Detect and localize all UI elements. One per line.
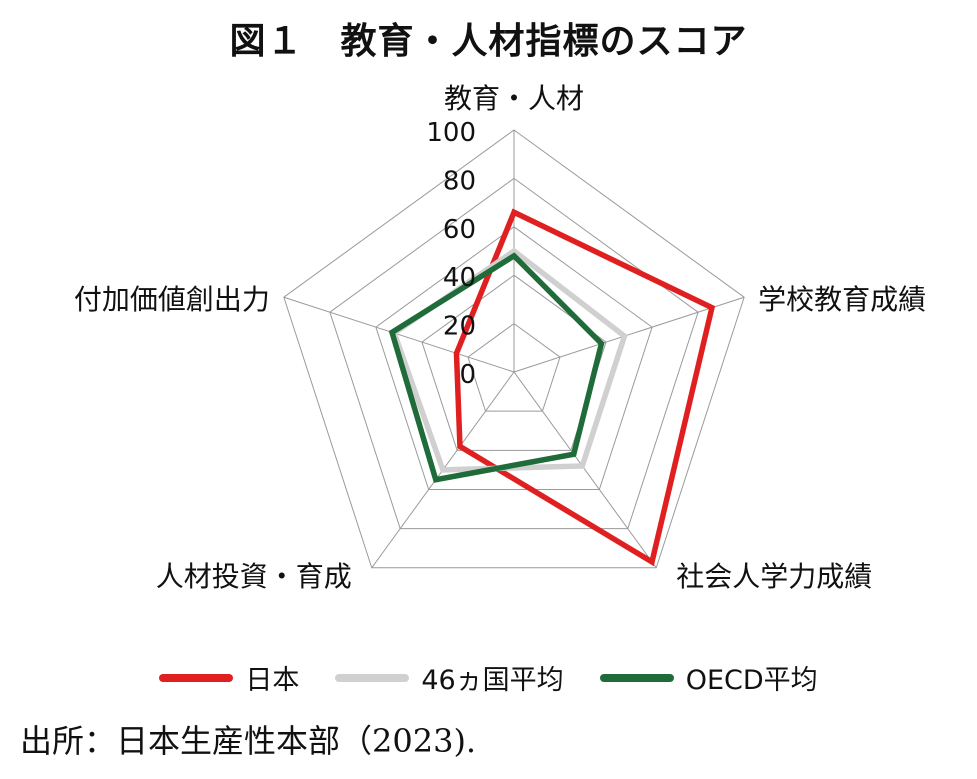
axis-label: 付加価値創出力 bbox=[74, 283, 270, 316]
tick-label: 100 bbox=[426, 118, 476, 148]
tick-label: 40 bbox=[443, 263, 476, 293]
legend-swatch-0 bbox=[159, 673, 234, 682]
legend-swatch-1 bbox=[335, 673, 410, 682]
legend-swatch-2 bbox=[599, 673, 674, 682]
radar-series bbox=[388, 208, 716, 567]
tick-label: 80 bbox=[443, 166, 476, 196]
legend: 日本 46ヵ国平均 OECD平均 bbox=[0, 658, 977, 697]
axis-spoke bbox=[513, 371, 657, 569]
grid-ring bbox=[283, 129, 745, 569]
legend-item: 46ヵ国平均 bbox=[335, 658, 564, 697]
tick-label: 60 bbox=[443, 215, 476, 245]
series-line bbox=[391, 247, 628, 473]
tick-labels: 0 20 40 60 80 100 bbox=[426, 118, 476, 390]
axis-label: 人材投資・育成 bbox=[156, 560, 352, 593]
grid-ring bbox=[375, 226, 653, 490]
grid-ring bbox=[467, 322, 561, 412]
legend-item: OECD平均 bbox=[599, 658, 818, 697]
source-note: 出所：日本生産性本部（2023). bbox=[20, 722, 477, 760]
tick-label: 20 bbox=[443, 312, 476, 342]
axis-spoke bbox=[513, 296, 745, 373]
legend-item: 日本 bbox=[159, 658, 299, 697]
legend-label: OECD平均 bbox=[685, 665, 818, 696]
legend-label: 46ヵ国平均 bbox=[421, 665, 564, 696]
legend-label: 日本 bbox=[245, 665, 300, 696]
grid-ring bbox=[329, 177, 699, 530]
tick-label: 0 bbox=[459, 360, 476, 390]
series-line bbox=[388, 252, 605, 483]
chart-title: 図１ 教育・人材指標のスコア bbox=[229, 21, 748, 62]
axis-label: 学校教育成績 bbox=[758, 283, 926, 316]
axis-spoke bbox=[283, 296, 515, 373]
series-line bbox=[453, 208, 716, 567]
axis-label: 社会人学力成績 bbox=[676, 560, 872, 593]
radar-grid bbox=[283, 129, 745, 569]
axis-label: 教育・人材 bbox=[444, 82, 584, 115]
